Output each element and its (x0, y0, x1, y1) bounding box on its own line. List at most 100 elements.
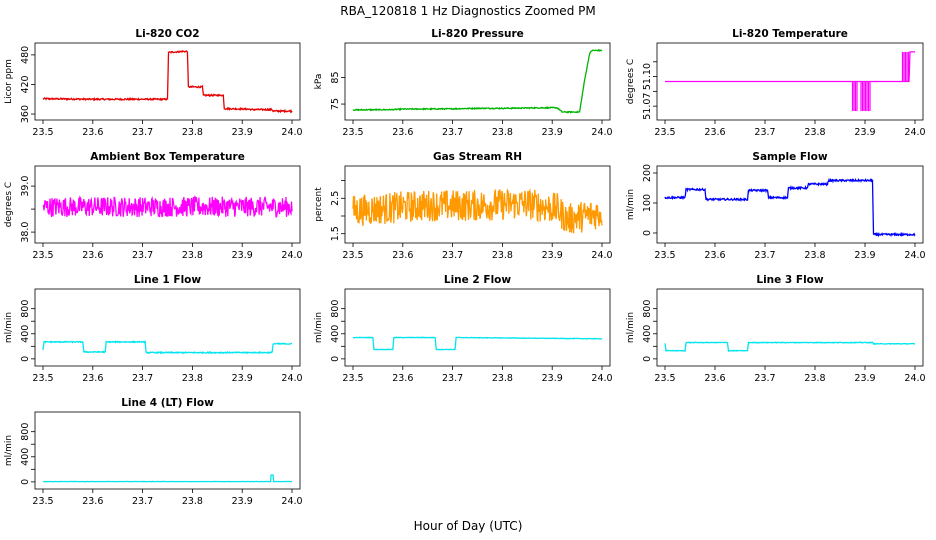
x-tick-label: 23.7 (132, 127, 153, 138)
y-tick-label: 800 (20, 423, 31, 441)
series-line (664, 177, 916, 238)
x-tick-label: 23.7 (442, 373, 463, 384)
panel-title: Line 1 Flow (134, 274, 201, 286)
panel-title: Line 3 Flow (756, 274, 823, 286)
y-axis-label: ml/min (314, 312, 324, 343)
x-tick-label: 23.7 (132, 496, 153, 507)
y-axis-label: ml/min (4, 435, 14, 466)
x-tick-label: 23.5 (342, 127, 363, 138)
y-axis-label: degrees C (626, 59, 636, 104)
y-tick-label: 0 (20, 356, 31, 362)
plot-frame (344, 42, 611, 121)
x-tick-label: 23.5 (654, 250, 675, 261)
x-tick-label: 23.9 (232, 250, 253, 261)
x-tick-label: 23.6 (704, 127, 725, 138)
x-tick-label: 23.8 (182, 250, 203, 261)
x-tick-label: 23.6 (392, 250, 413, 261)
x-tick-label: 23.9 (232, 496, 253, 507)
y-tick-label: 400 (642, 325, 653, 343)
x-tick-label: 24.0 (281, 373, 302, 384)
x-tick-label: 23.6 (82, 496, 103, 507)
x-tick-label: 23.9 (232, 127, 253, 138)
x-tick-label: 23.7 (132, 373, 153, 384)
x-tick-label: 23.8 (492, 373, 513, 384)
y-tick-label: 0 (642, 230, 653, 236)
x-tick-label: 23.8 (182, 373, 203, 384)
plot-frame (34, 411, 301, 490)
y-tick-label: 39.0 (20, 176, 31, 197)
x-tick-label: 23.8 (804, 250, 825, 261)
x-tick-label: 24.0 (904, 127, 925, 138)
x-tick-label: 23.5 (32, 127, 53, 138)
plot-frame (656, 42, 924, 121)
y-tick-label: 0 (20, 479, 31, 485)
y-tick-label: 480 (20, 46, 31, 64)
x-tick-label: 23.6 (704, 250, 725, 261)
x-tick-label: 24.0 (281, 250, 302, 261)
panel-title: Line 4 (LT) Flow (121, 397, 214, 409)
plot-frame (344, 288, 611, 367)
x-tick-label: 23.5 (342, 250, 363, 261)
panel-6: Sample Flow 23.5 23.6 23.7 23.8 23.9 24.0 0 100 2… (626, 151, 926, 261)
y-tick-label: 800 (642, 300, 653, 318)
y-tick-label: 200 (642, 164, 653, 182)
y-tick-label: 38.0 (20, 222, 31, 243)
series-line (352, 188, 603, 234)
x-tick-label: 23.6 (704, 373, 725, 384)
x-tick-label: 23.7 (754, 127, 775, 138)
plot-frame (656, 165, 924, 244)
panel-title: Li-820 CO2 (135, 28, 199, 40)
series-line (664, 341, 915, 353)
x-tick-label: 24.0 (591, 373, 612, 384)
x-tick-label: 23.8 (492, 127, 513, 138)
y-tick-label: 51.07 (642, 93, 653, 120)
x-tick-label: 24.0 (281, 127, 302, 138)
x-tick-label: 24.0 (591, 127, 612, 138)
x-tick-label: 23.8 (182, 127, 203, 138)
x-tick-label: 23.6 (82, 127, 103, 138)
x-tick-label: 23.9 (232, 373, 253, 384)
x-tick-label: 23.7 (754, 250, 775, 261)
y-axis-label: percent (314, 187, 324, 222)
y-tick-label: 400 (20, 448, 31, 466)
x-tick-label: 23.5 (32, 496, 53, 507)
x-tick-label: 23.9 (854, 127, 875, 138)
x-tick-label: 24.0 (904, 373, 925, 384)
x-tick-label: 23.7 (132, 250, 153, 261)
series-line (42, 340, 292, 355)
y-tick-label: 51.10 (642, 63, 653, 90)
panel-5: Gas Stream RH 23.5 23.6 23.7 23.8 23.9 24.0 1.5… (314, 151, 613, 261)
y-axis-label: kPa (314, 74, 324, 90)
y-tick-label: 2.5 (330, 191, 341, 206)
x-tick-label: 23.9 (542, 250, 563, 261)
figure-title: RBA_120818 1 Hz Diagnostics Zoomed PM (340, 4, 595, 18)
figure-xlabel: Hour of Day (UTC) (414, 519, 523, 533)
panel-title: Li-820 Temperature (732, 28, 848, 40)
x-tick-label: 23.8 (804, 127, 825, 138)
x-tick-label: 23.7 (442, 127, 463, 138)
panel-title: Gas Stream RH (433, 151, 522, 163)
series-line (42, 49, 293, 114)
panel-7: Line 1 Flow 23.5 23.6 23.7 23.8 23.9 24.0 0 400 8… (4, 274, 303, 384)
plot-frame (656, 288, 924, 367)
y-tick-label: 75 (330, 98, 341, 110)
plot-frame (34, 288, 301, 367)
x-tick-label: 23.5 (654, 127, 675, 138)
y-axis-label: ml/min (626, 189, 636, 220)
series-line (353, 336, 603, 351)
series-line (665, 51, 915, 83)
y-tick-label: 0 (642, 356, 653, 362)
x-tick-label: 23.5 (32, 373, 53, 384)
y-tick-label: 0 (330, 356, 341, 362)
x-tick-label: 23.7 (754, 373, 775, 384)
x-tick-label: 24.0 (591, 250, 612, 261)
y-axis-label: degrees C (4, 182, 14, 227)
plot-frame (344, 165, 611, 244)
series-line (42, 195, 293, 218)
x-tick-label: 23.9 (854, 373, 875, 384)
x-tick-label: 23.5 (32, 250, 53, 261)
x-tick-label: 23.9 (854, 250, 875, 261)
series-line (42, 474, 293, 483)
y-tick-label: 400 (330, 325, 341, 343)
